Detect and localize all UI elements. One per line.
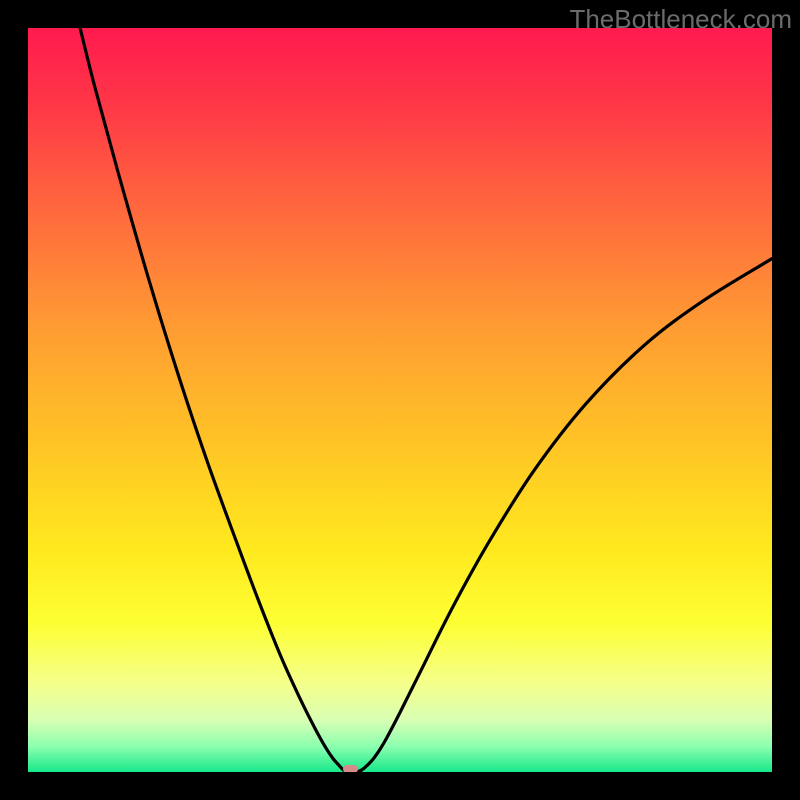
watermark-text: TheBottleneck.com — [569, 4, 792, 35]
optimum-marker — [343, 765, 358, 772]
bottleneck-curve — [28, 28, 772, 772]
plot-area — [28, 28, 772, 772]
